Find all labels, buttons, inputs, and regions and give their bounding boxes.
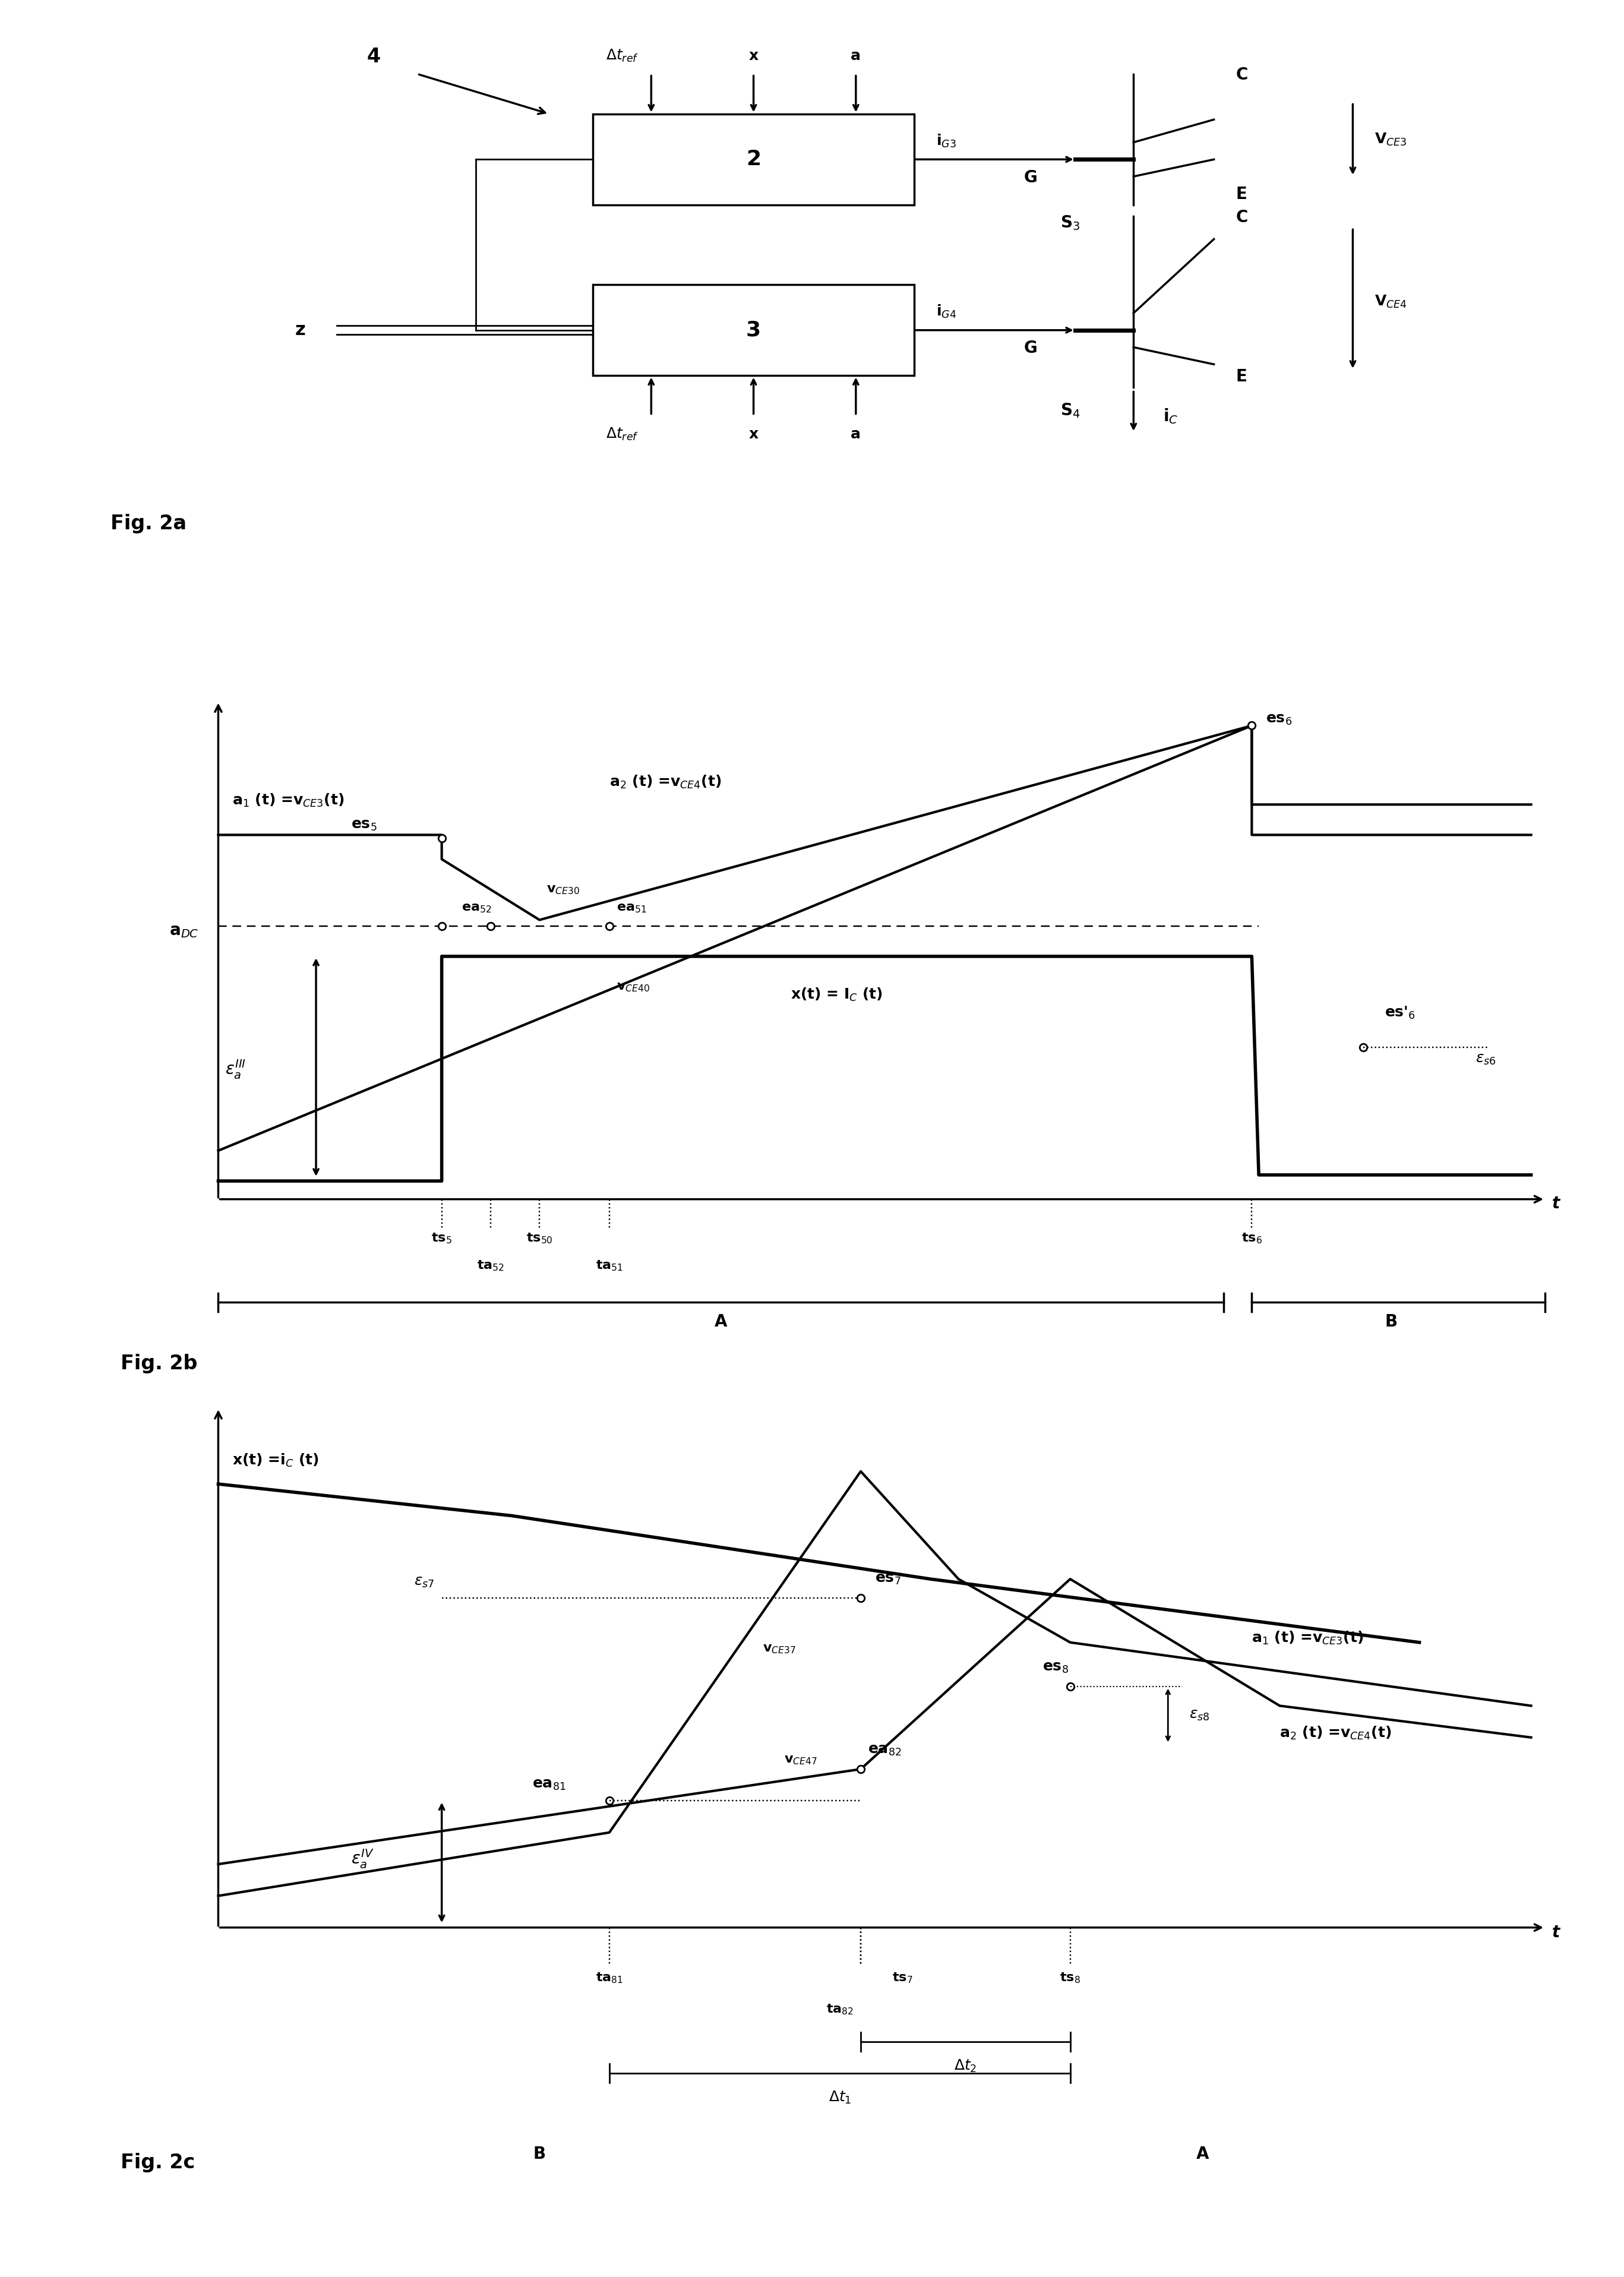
Bar — [593, 114, 914, 205]
Text: V$_{CE3}$: V$_{CE3}$ — [1374, 132, 1406, 148]
Text: t: t — [1553, 1924, 1561, 1940]
Text: C: C — [1236, 66, 1247, 84]
Text: ea$_{52}$: ea$_{52}$ — [461, 902, 492, 913]
Text: a$_1$ (t) =v$_{CE3}$(t): a$_1$ (t) =v$_{CE3}$(t) — [232, 792, 344, 808]
Text: i$_C$: i$_C$ — [1163, 408, 1177, 426]
Text: ta$_{81}$: ta$_{81}$ — [596, 1972, 624, 1986]
Text: ts$_7$: ts$_7$ — [892, 1972, 913, 1986]
Text: Fig. 2c: Fig. 2c — [120, 2152, 195, 2172]
Text: $\varepsilon_{s8}$: $\varepsilon_{s8}$ — [1189, 1708, 1210, 1721]
Text: i$_{G4}$: i$_{G4}$ — [937, 303, 957, 319]
Text: z: z — [296, 321, 305, 339]
Text: E: E — [1236, 369, 1247, 385]
Text: 4: 4 — [367, 48, 380, 66]
Text: S$_4$: S$_4$ — [1060, 401, 1080, 419]
Text: v$_{CE40}$: v$_{CE40}$ — [617, 981, 650, 993]
Text: v$_{CE47}$: v$_{CE47}$ — [784, 1753, 817, 1767]
Text: $\Delta t_{ref}$: $\Delta t_{ref}$ — [606, 426, 638, 442]
Text: Fig. 2a: Fig. 2a — [110, 515, 187, 533]
Text: a: a — [851, 428, 861, 442]
Text: B: B — [533, 2145, 546, 2163]
Text: $\varepsilon_{s6}$: $\varepsilon_{s6}$ — [1475, 1052, 1496, 1066]
Text: ta$_{51}$: ta$_{51}$ — [596, 1259, 624, 1273]
Text: ea$_{81}$: ea$_{81}$ — [533, 1778, 567, 1792]
Text: C: C — [1236, 209, 1247, 225]
Text: ta$_{82}$: ta$_{82}$ — [827, 2004, 854, 2017]
Text: A: A — [1197, 2145, 1210, 2163]
Text: G: G — [1025, 168, 1038, 187]
Text: ta$_{52}$: ta$_{52}$ — [477, 1259, 505, 1273]
Text: a$_1$ (t) =v$_{CE3}$(t): a$_1$ (t) =v$_{CE3}$(t) — [1252, 1630, 1364, 1646]
Text: ts$_8$: ts$_8$ — [1060, 1972, 1080, 1986]
Text: x: x — [749, 48, 758, 64]
Text: $\varepsilon_{s7}$: $\varepsilon_{s7}$ — [414, 1576, 434, 1589]
Text: E: E — [1236, 187, 1247, 203]
Text: $\Delta t_{ref}$: $\Delta t_{ref}$ — [606, 48, 638, 64]
Text: $\Delta t_1$: $\Delta t_1$ — [828, 2090, 851, 2106]
Text: v$_{CE37}$: v$_{CE37}$ — [763, 1644, 796, 1655]
Text: ts$_5$: ts$_5$ — [432, 1232, 451, 1246]
Text: ts$_6$: ts$_6$ — [1241, 1232, 1262, 1246]
Text: v$_{CE30}$: v$_{CE30}$ — [546, 883, 580, 895]
Text: a$_{DC}$: a$_{DC}$ — [169, 922, 198, 938]
Text: es$_6$: es$_6$ — [1265, 713, 1293, 726]
Text: ea$_{82}$: ea$_{82}$ — [867, 1742, 901, 1758]
Text: es$_7$: es$_7$ — [875, 1571, 901, 1585]
Text: a$_2$ (t) =v$_{CE4}$(t): a$_2$ (t) =v$_{CE4}$(t) — [1280, 1726, 1392, 1742]
Text: t: t — [1553, 1195, 1561, 1211]
Text: S$_3$: S$_3$ — [1060, 214, 1080, 232]
Text: es$_5$: es$_5$ — [351, 817, 377, 833]
Text: ea$_{51}$: ea$_{51}$ — [617, 902, 646, 913]
Text: Fig. 2b: Fig. 2b — [120, 1355, 198, 1373]
Text: x: x — [749, 428, 758, 442]
Text: ts$_{50}$: ts$_{50}$ — [526, 1232, 552, 1246]
Text: B: B — [1385, 1314, 1398, 1330]
Text: 2: 2 — [745, 150, 762, 168]
Text: $\varepsilon_a^{IV}$: $\varepsilon_a^{IV}$ — [351, 1847, 374, 1869]
Text: i$_{G3}$: i$_{G3}$ — [937, 132, 957, 148]
Text: x(t) =i$_C$ (t): x(t) =i$_C$ (t) — [232, 1453, 318, 1469]
Text: es'$_6$: es'$_6$ — [1384, 1004, 1415, 1020]
Text: a: a — [851, 48, 861, 64]
Text: $\varepsilon_a^{III}$: $\varepsilon_a^{III}$ — [226, 1059, 247, 1082]
Text: $\Delta t_2$: $\Delta t_2$ — [953, 2058, 978, 2074]
Text: 3: 3 — [745, 321, 762, 339]
Text: x(t) = I$_C$ (t): x(t) = I$_C$ (t) — [791, 986, 883, 1002]
Bar — [593, 285, 914, 376]
Text: a$_2$ (t) =v$_{CE4}$(t): a$_2$ (t) =v$_{CE4}$(t) — [609, 774, 721, 790]
Text: V$_{CE4}$: V$_{CE4}$ — [1374, 294, 1408, 310]
Text: A: A — [715, 1314, 728, 1330]
Text: es$_8$: es$_8$ — [1043, 1660, 1069, 1674]
Text: G: G — [1025, 339, 1038, 357]
